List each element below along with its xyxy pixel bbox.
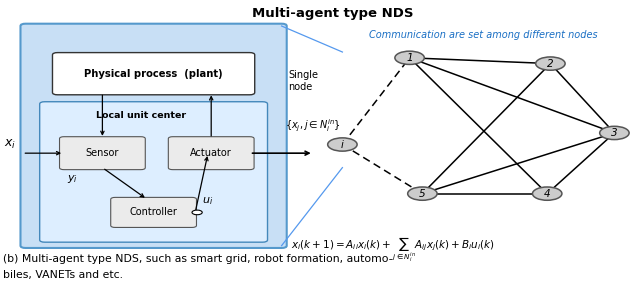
- Text: $\{x_j, j \in N_i^{in}\}$: $\{x_j, j \in N_i^{in}\}$: [285, 117, 340, 134]
- Text: 1: 1: [406, 53, 413, 63]
- Circle shape: [532, 187, 562, 200]
- Circle shape: [328, 138, 357, 151]
- FancyBboxPatch shape: [111, 197, 196, 227]
- Text: Local unit center: Local unit center: [96, 111, 186, 120]
- Text: Multi-agent type NDS: Multi-agent type NDS: [252, 7, 413, 20]
- Text: 3: 3: [611, 128, 618, 138]
- Circle shape: [192, 210, 202, 215]
- Text: Single
node: Single node: [288, 70, 318, 92]
- Text: $x_i$: $x_i$: [4, 138, 15, 151]
- Circle shape: [408, 187, 437, 200]
- Text: $u_i$: $u_i$: [202, 195, 212, 207]
- Text: biles, VANETs and etc.: biles, VANETs and etc.: [3, 270, 123, 280]
- FancyBboxPatch shape: [168, 137, 254, 170]
- Text: 4: 4: [544, 189, 550, 199]
- Text: Sensor: Sensor: [86, 148, 119, 158]
- FancyBboxPatch shape: [52, 53, 255, 95]
- Text: $y_i$: $y_i$: [67, 173, 78, 186]
- Text: i: i: [341, 140, 344, 149]
- Text: Controller: Controller: [130, 208, 177, 217]
- Circle shape: [395, 51, 424, 64]
- FancyBboxPatch shape: [60, 137, 145, 170]
- Text: (b) Multi-agent type NDS, such as smart grid, robot formation, automo-: (b) Multi-agent type NDS, such as smart …: [3, 254, 393, 264]
- Circle shape: [536, 57, 565, 70]
- Text: 5: 5: [419, 189, 426, 199]
- Text: Communication are set among different nodes: Communication are set among different no…: [369, 30, 598, 40]
- Text: Physical process  (plant): Physical process (plant): [84, 69, 223, 79]
- Text: $x_i(k+1) = A_{ii}x_i(k) + \sum_{j \in N_i^{in}} A_{ij}x_j(k) + B_i u_i(k)$: $x_i(k+1) = A_{ii}x_i(k) + \sum_{j \in N…: [291, 236, 495, 264]
- Circle shape: [600, 126, 629, 140]
- FancyBboxPatch shape: [40, 102, 268, 242]
- Text: 2: 2: [547, 59, 554, 68]
- Text: Actuator: Actuator: [190, 148, 232, 158]
- FancyBboxPatch shape: [20, 24, 287, 248]
